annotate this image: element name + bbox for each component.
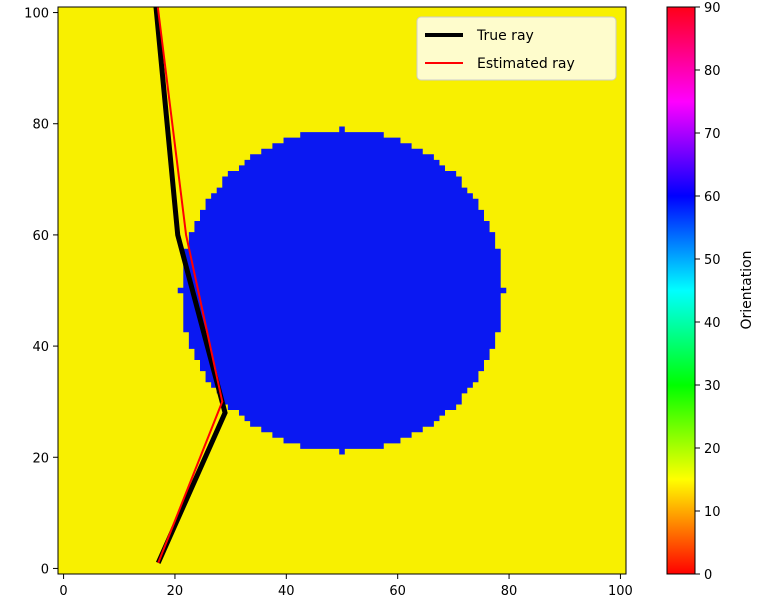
colorbar-tick-label: 30 bbox=[704, 379, 721, 394]
y-tick-label: 100 bbox=[24, 7, 49, 22]
colorbar-tick-label: 10 bbox=[704, 505, 721, 520]
y-tick-label: 0 bbox=[41, 562, 49, 577]
x-tick-label: 60 bbox=[389, 584, 406, 599]
estimated-ray-line bbox=[156, 7, 224, 564]
colorbar-tick-label: 50 bbox=[704, 253, 721, 268]
true-ray-line bbox=[153, 7, 228, 564]
x-tick-label: 0 bbox=[59, 584, 67, 599]
colorbar-tick-label: 20 bbox=[704, 442, 721, 457]
ray-lines bbox=[153, 7, 228, 564]
colorbar-tick-label: 80 bbox=[704, 64, 721, 79]
legend-label-true-ray: True ray bbox=[476, 28, 534, 44]
legend: True ray Estimated ray bbox=[416, 16, 617, 81]
y-tick-label: 60 bbox=[32, 229, 49, 244]
x-tick-label: 20 bbox=[167, 584, 184, 599]
x-axis-ticks: 0 20 40 60 80 100 bbox=[59, 574, 633, 599]
colorbar-ticks: 0 10 20 30 40 50 60 70 80 90 bbox=[695, 1, 721, 583]
colorbar-tick-label: 0 bbox=[704, 568, 712, 583]
x-tick-label: 40 bbox=[278, 584, 295, 599]
colorbar-gradient bbox=[666, 6, 696, 575]
colorbar-tick-label: 60 bbox=[704, 190, 721, 205]
legend-label-estimated-ray: Estimated ray bbox=[477, 56, 575, 72]
colorbar-tick-label: 70 bbox=[704, 127, 721, 142]
orientation-map-plot: 0 20 40 60 80 100 0 20 40 60 80 100 bbox=[24, 6, 633, 599]
y-tick-label: 80 bbox=[32, 118, 49, 133]
y-axis-ticks: 0 20 40 60 80 100 bbox=[24, 7, 58, 577]
colorbar-tick-label: 90 bbox=[704, 1, 721, 16]
colorbar: 0 10 20 30 40 50 60 70 80 90 Orientation bbox=[666, 1, 755, 583]
colorbar-tick-label: 40 bbox=[704, 316, 721, 331]
orientation-region bbox=[177, 126, 507, 455]
legend-box bbox=[416, 16, 617, 81]
y-tick-label: 20 bbox=[32, 451, 49, 466]
colorbar-label: Orientation bbox=[739, 250, 755, 329]
orientation-disk bbox=[177, 126, 507, 455]
y-tick-label: 40 bbox=[32, 340, 49, 355]
x-tick-label: 80 bbox=[501, 584, 518, 599]
x-tick-label: 100 bbox=[608, 584, 633, 599]
plot-frame bbox=[57, 6, 627, 575]
